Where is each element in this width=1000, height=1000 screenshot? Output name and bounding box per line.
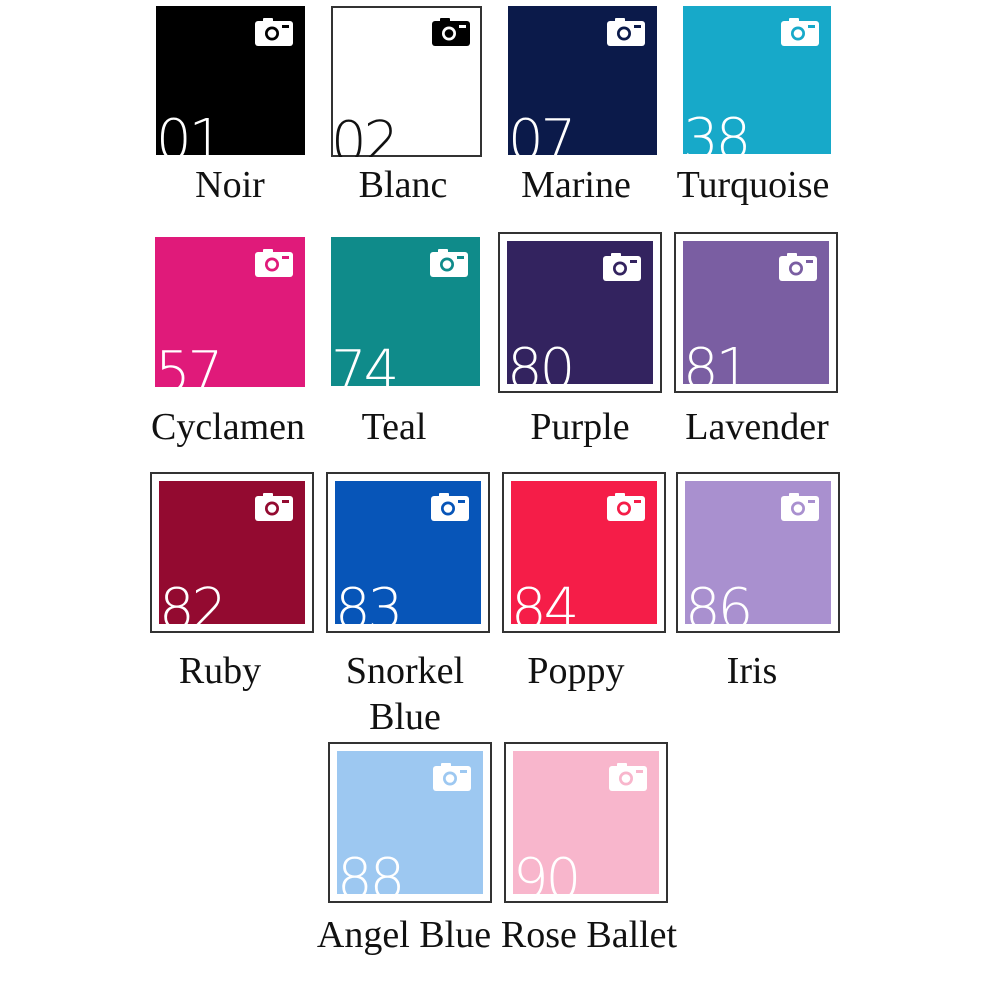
color-swatch[interactable]: 90 (504, 742, 668, 903)
color-swatch[interactable]: 88 (328, 742, 492, 903)
color-swatch[interactable]: 86 (676, 472, 840, 633)
color-name: Poppy (527, 650, 625, 692)
color-name: Noir (195, 164, 265, 206)
color-name: Turquoise (676, 164, 830, 206)
swatch-fill: 86 (685, 481, 831, 624)
color-name: Iris (726, 650, 778, 692)
color-code: 84 (511, 577, 579, 625)
color-name: Purple (530, 406, 630, 448)
color-code: 81 (683, 337, 751, 385)
color-swatch[interactable]: 07 (508, 6, 657, 155)
swatch-fill: 38 (683, 6, 831, 154)
color-code: 38 (683, 107, 751, 155)
camera-icon[interactable] (255, 18, 293, 46)
color-name: Ruby (178, 650, 262, 692)
color-swatch[interactable]: 74 (331, 237, 480, 386)
color-swatch[interactable]: 80 (498, 232, 662, 393)
swatch-fill: 81 (683, 241, 829, 384)
color-code: 02 (331, 110, 399, 158)
color-code: 88 (337, 847, 405, 895)
color-name: Marine (521, 164, 631, 206)
color-name: Rose Ballet (500, 914, 678, 956)
color-name: Snorkel Blue (345, 650, 465, 738)
swatch-fill: 90 (513, 751, 659, 894)
swatch-fill: 01 (156, 6, 305, 155)
color-code: 82 (159, 577, 227, 625)
color-swatch[interactable]: 84 (502, 472, 666, 633)
color-code: 57 (155, 340, 223, 388)
color-code: 90 (513, 847, 581, 895)
camera-icon[interactable] (607, 18, 645, 46)
camera-icon[interactable] (431, 493, 469, 521)
camera-icon[interactable] (607, 493, 645, 521)
color-code: 01 (156, 108, 224, 156)
camera-icon[interactable] (255, 493, 293, 521)
color-code: 74 (331, 339, 399, 387)
color-name: Blanc (358, 164, 448, 206)
color-code: 83 (335, 577, 403, 625)
color-name: Angel Blue (316, 914, 492, 956)
swatch-fill: 02 (331, 6, 482, 157)
swatch-fill: 82 (159, 481, 305, 624)
swatch-fill: 84 (511, 481, 657, 624)
swatch-fill: 74 (331, 237, 480, 386)
color-name: Cyclamen (150, 406, 306, 448)
color-swatch[interactable]: 38 (683, 6, 831, 154)
camera-icon[interactable] (255, 249, 293, 277)
color-swatch[interactable]: 01 (156, 6, 305, 155)
camera-icon[interactable] (781, 18, 819, 46)
swatch-fill: 57 (155, 237, 305, 387)
camera-icon[interactable] (433, 763, 471, 791)
color-swatch[interactable]: 81 (674, 232, 838, 393)
swatch-fill: 80 (507, 241, 653, 384)
swatch-fill: 88 (337, 751, 483, 894)
color-code: 80 (507, 337, 575, 385)
camera-icon[interactable] (432, 18, 470, 46)
camera-icon[interactable] (603, 253, 641, 281)
camera-icon[interactable] (781, 493, 819, 521)
color-code: 86 (685, 577, 753, 625)
swatch-fill: 83 (335, 481, 481, 624)
color-code: 07 (508, 108, 576, 156)
camera-icon[interactable] (779, 253, 817, 281)
color-name: Lavender (685, 406, 829, 448)
color-swatch[interactable]: 57 (155, 237, 305, 387)
color-swatch[interactable]: 83 (326, 472, 490, 633)
color-name: Teal (361, 406, 427, 448)
camera-icon[interactable] (609, 763, 647, 791)
color-swatch[interactable]: 02 (331, 6, 482, 157)
camera-icon[interactable] (430, 249, 468, 277)
color-swatch[interactable]: 82 (150, 472, 314, 633)
swatch-fill: 07 (508, 6, 657, 155)
